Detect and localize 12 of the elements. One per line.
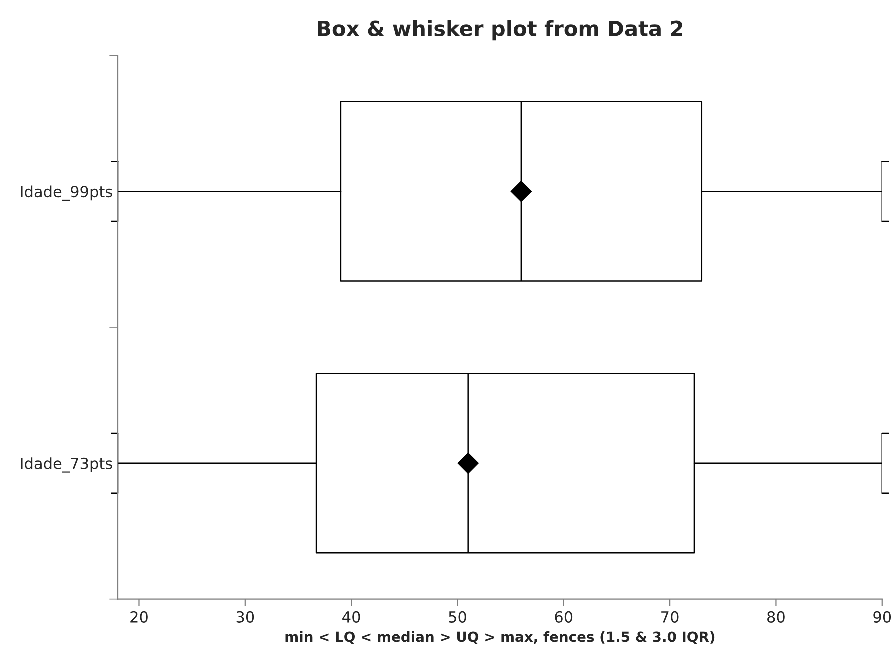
x-tick-label: 80 (768, 611, 785, 623)
x-tick-label: 90 (874, 611, 892, 623)
chart-title: Box & whisker plot from Data 2 (318, 20, 682, 41)
x-axis-title: min < LQ < median > UQ > max, fences (1.5 & 3.0 IQR) (286, 631, 715, 644)
x-tick-label: 20 (130, 611, 148, 623)
x-tick-label: 30 (236, 611, 254, 623)
y-tick-label: Idade_73pts (21, 458, 112, 473)
x-tick-label: 50 (449, 611, 466, 623)
x-tick-label: 70 (662, 611, 679, 623)
y-tick-label: Idade_99pts (21, 186, 112, 201)
x-tick-label: 60 (555, 611, 573, 623)
x-tick-label: 40 (342, 611, 360, 623)
